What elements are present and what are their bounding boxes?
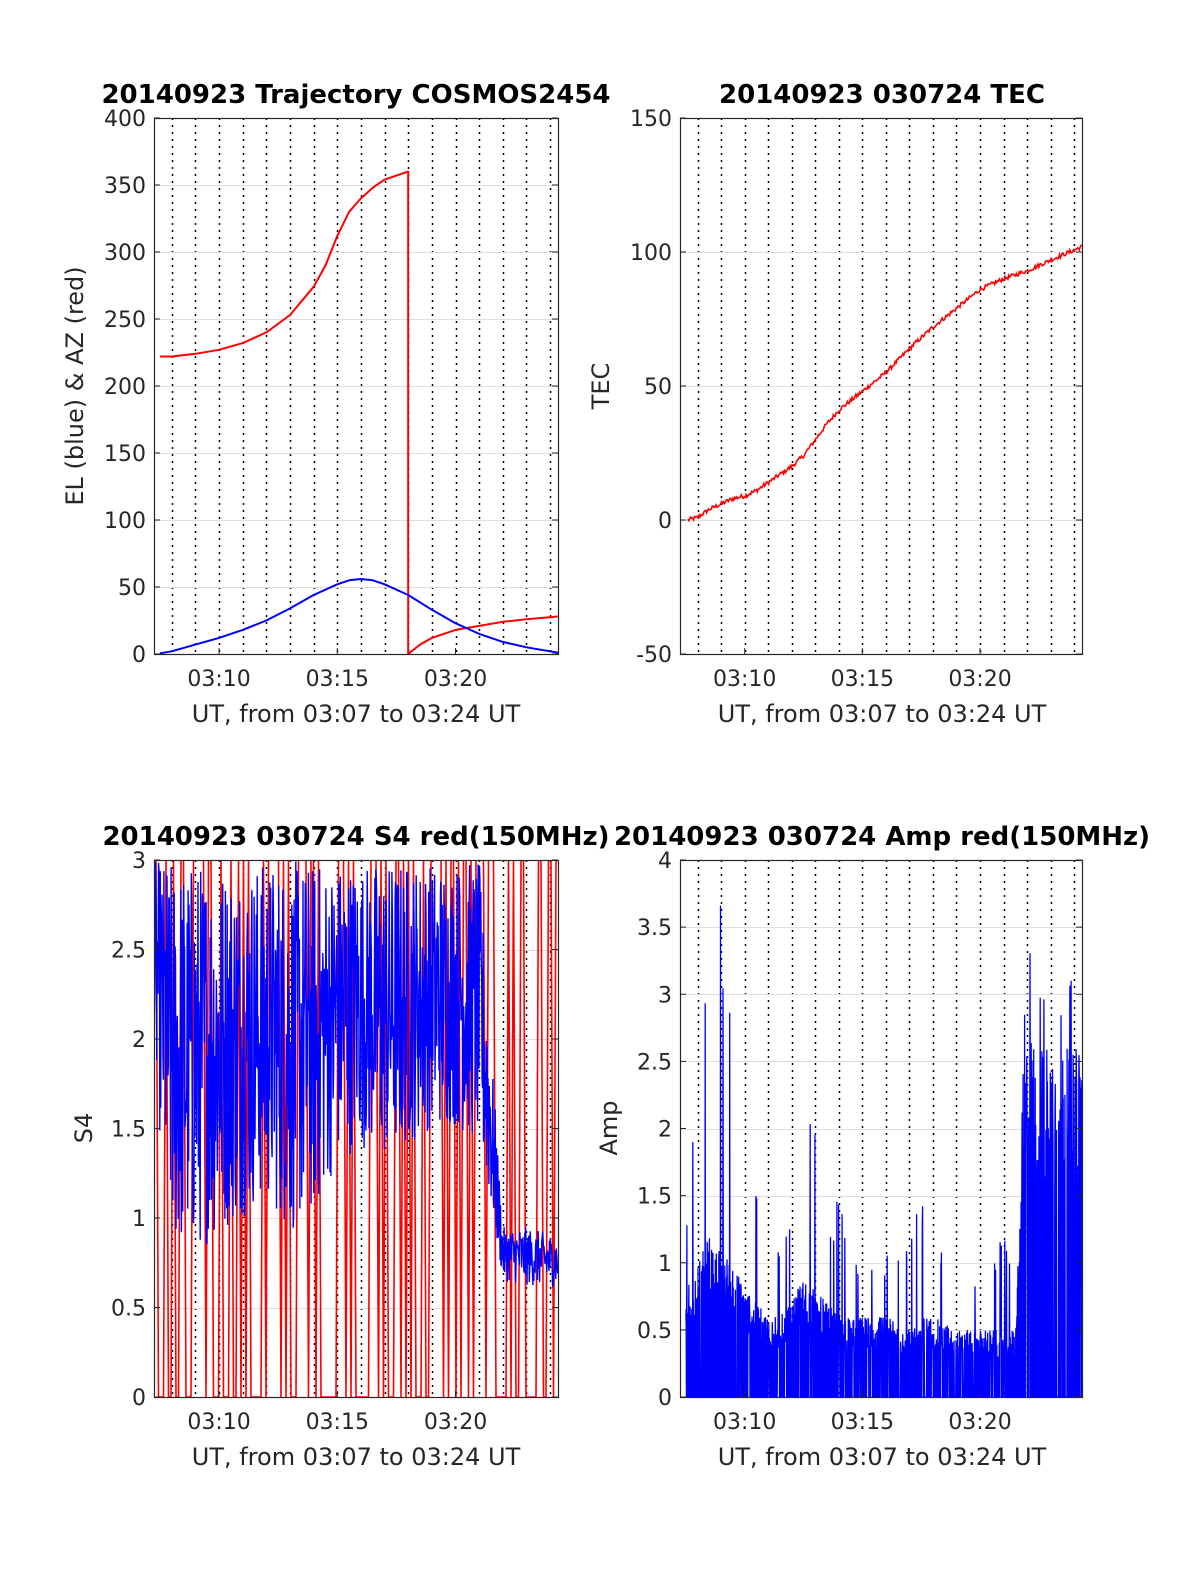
tec-y-tick-label: 150	[630, 107, 672, 132]
s4-axes: 0 0.5 1 1.5 2 2.5 3 03:10 03:15 03:20	[111, 849, 560, 1435]
tec-ylabel: TEC	[587, 363, 615, 411]
trajectory-title: 20140923 Trajectory COSMOS2454	[101, 80, 610, 110]
s4-series-red-trace	[155, 860, 557, 1397]
tec-series	[687, 244, 1082, 523]
tec-xlabel: UT, from 03:07 to 03:24 UT	[718, 700, 1047, 728]
s4-y-tick-label: 3	[132, 849, 146, 874]
tec-series-line	[687, 244, 1082, 523]
trajectory-plot-area	[159, 170, 558, 654]
amp-y-tick-label: 3	[658, 983, 672, 1008]
amp-y-tick-label: 0	[658, 1386, 672, 1411]
trajectory-y-tick-label: 50	[118, 576, 146, 601]
amp-y-tick-label: 4	[658, 849, 672, 874]
tec-y-tick-label: 100	[630, 241, 672, 266]
amp-y-tick-label: 2	[658, 1118, 672, 1143]
trajectory-grid	[154, 118, 558, 655]
amp-panel: 20140923 030724 Amp red(150MHz) Amp UT, …	[595, 822, 1150, 1471]
s4-y-tick-label: 0.5	[111, 1297, 146, 1322]
trajectory-series-az-line	[159, 170, 558, 654]
trajectory-y-tick-label: 300	[104, 241, 146, 266]
s4-panel: 20140923 030724 S4 red(150MHz) S4 UT, fr…	[70, 822, 610, 1471]
s4-xlabel: UT, from 03:07 to 03:24 UT	[192, 1443, 521, 1471]
s4-title: 20140923 030724 S4 red(150MHz)	[102, 822, 609, 852]
amp-y-tick-label: 0.5	[637, 1319, 672, 1344]
tec-y-tick-label: 50	[644, 375, 672, 400]
trajectory-x-tick-label: 03:15	[306, 667, 369, 692]
trajectory-x-tick-label: 03:20	[424, 667, 487, 692]
amp-series	[685, 905, 1082, 1397]
amp-x-tick-label: 03:20	[948, 1410, 1011, 1435]
amp-series-trace	[685, 905, 1082, 1397]
amp-ylabel: Amp	[595, 1100, 623, 1155]
trajectory-y-tick-label: 350	[104, 174, 146, 199]
s4-y-tick-label: 1	[132, 1207, 146, 1232]
trajectory-y-tick-label: 200	[104, 375, 146, 400]
tec-plot-area	[687, 244, 1082, 523]
s4-y-tick-label: 0	[132, 1386, 146, 1411]
s4-y-tick-label: 1.5	[111, 1118, 146, 1143]
trajectory-axes: 0 50 100 150 200 250 300 350 400 03:10 03:15 03:20	[104, 107, 560, 692]
tec-x-tick-label: 03:10	[713, 667, 776, 692]
trajectory-y-tick-label: 250	[104, 308, 146, 333]
trajectory-ylabel: EL (blue) & AZ (red)	[61, 266, 89, 505]
trajectory-y-tick-label: 400	[104, 107, 146, 132]
trajectory-y-tick-label: 0	[132, 643, 146, 668]
s4-ylabel: S4	[70, 1113, 98, 1144]
s4-series	[154, 860, 558, 1397]
s4-y-tick-label: 2.5	[111, 939, 146, 964]
trajectory-xlabel: UT, from 03:07 to 03:24 UT	[192, 700, 521, 728]
tec-x-tick-label: 03:20	[948, 667, 1011, 692]
tec-y-tick-label: 0	[658, 509, 672, 534]
tec-axes: -50 0 50 100 150 03:10 03:15 03:20	[630, 107, 1084, 692]
tec-panel: 20140923 030724 TEC TEC UT, from 03:07 t…	[587, 80, 1084, 728]
s4-plot-area	[154, 860, 558, 1397]
trajectory-series	[159, 170, 558, 654]
trajectory-series-el-line	[159, 578, 558, 654]
trajectory-y-tick-label: 100	[104, 509, 146, 534]
amp-title: 20140923 030724 Amp red(150MHz)	[614, 822, 1150, 852]
amp-axes: 0 0.5 1 1.5 2 2.5 3 3.5 4 03:10 03:15 03:20	[637, 849, 1084, 1435]
tec-grid	[680, 118, 1082, 655]
s4-x-tick-label: 03:15	[306, 1410, 369, 1435]
tec-title: 20140923 030724 TEC	[719, 80, 1045, 110]
s4-y-tick-label: 2	[132, 1028, 146, 1053]
trajectory-x-tick-label: 03:10	[187, 667, 250, 692]
amp-x-tick-label: 03:10	[713, 1410, 776, 1435]
tec-y-tick-label: -50	[636, 643, 672, 668]
trajectory-panel: 20140923 Trajectory COSMOS2454 EL (blue)…	[61, 80, 611, 728]
amp-y-tick-label: 1.5	[637, 1185, 672, 1210]
tec-x-tick-label: 03:15	[831, 667, 894, 692]
trajectory-y-tick-label: 150	[104, 442, 146, 467]
amp-x-tick-label: 03:15	[831, 1410, 894, 1435]
amp-y-tick-label: 2.5	[637, 1050, 672, 1075]
s4-x-tick-label: 03:10	[187, 1410, 250, 1435]
amp-y-tick-label: 3.5	[637, 916, 672, 941]
amp-y-tick-label: 1	[658, 1252, 672, 1277]
amp-xlabel: UT, from 03:07 to 03:24 UT	[718, 1443, 1047, 1471]
amp-plot-area	[685, 905, 1082, 1397]
s4-x-tick-label: 03:20	[424, 1410, 487, 1435]
s4-series-blue-trace	[154, 861, 558, 1288]
